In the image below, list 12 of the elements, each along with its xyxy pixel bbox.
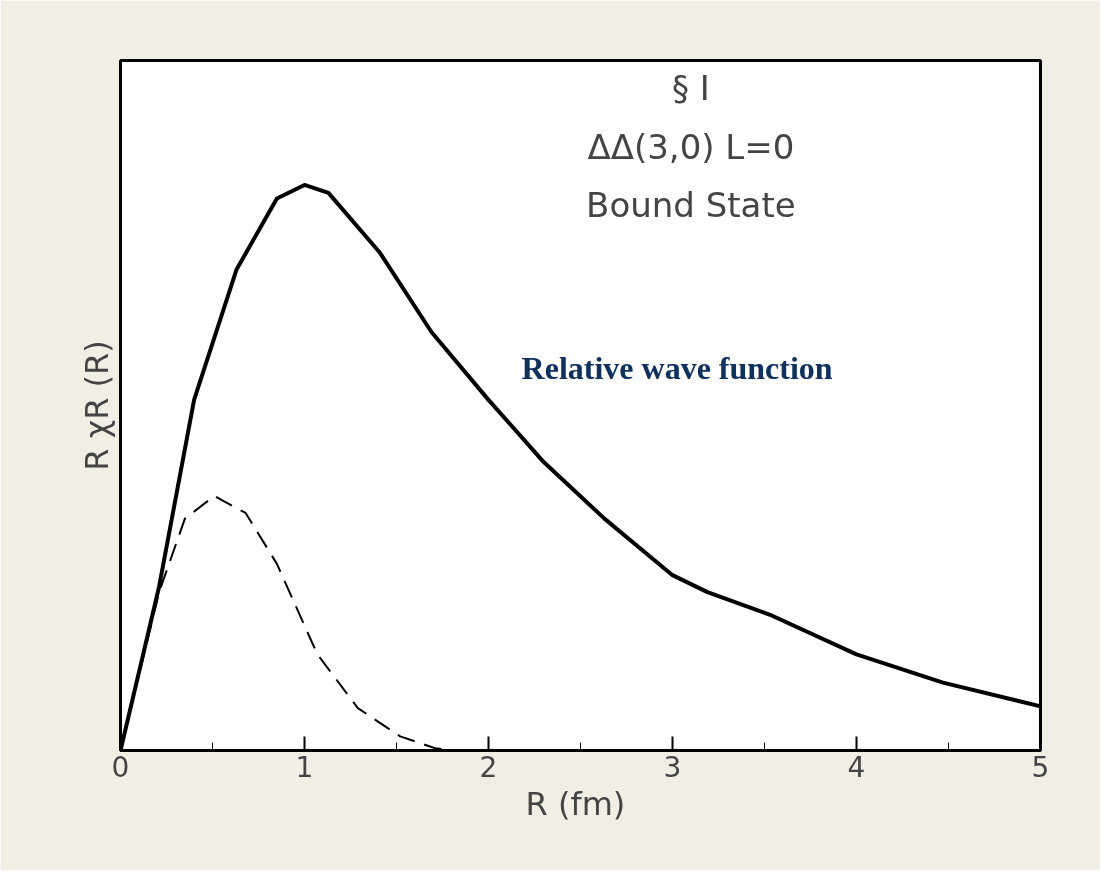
x-tick-label: 4 bbox=[847, 750, 866, 784]
annotation: Bound State bbox=[586, 185, 796, 226]
annotation: Relative wave function bbox=[521, 349, 833, 386]
x-axis-title: R (fm) bbox=[525, 784, 626, 823]
x-tick-label: 5 bbox=[1031, 750, 1050, 784]
text: § I bbox=[671, 68, 710, 109]
text: ΔΔ(3,0) L=0 bbox=[587, 126, 795, 167]
x-tick-label: 0 bbox=[111, 750, 130, 784]
x-tick-label: 3 bbox=[663, 750, 682, 784]
y-axis-title: R χR (R) bbox=[77, 340, 116, 471]
x-tick-label: 1 bbox=[295, 750, 314, 784]
x-tick-label: 2 bbox=[479, 750, 498, 784]
